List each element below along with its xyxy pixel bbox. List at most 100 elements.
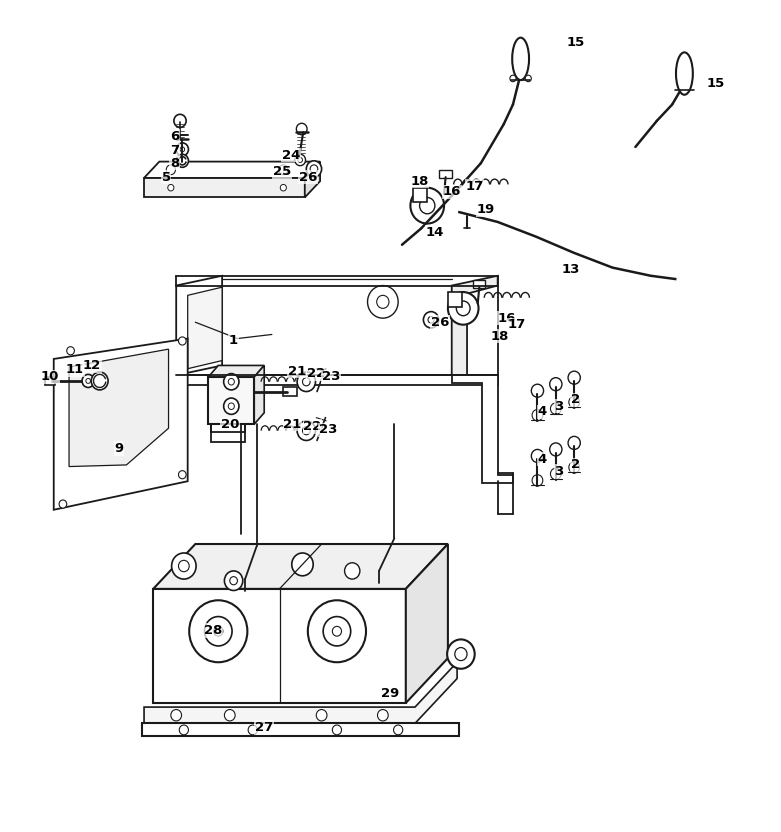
Circle shape — [179, 560, 189, 572]
Polygon shape — [177, 275, 222, 375]
Text: 27: 27 — [255, 721, 273, 734]
Circle shape — [66, 347, 74, 355]
Bar — [45, 377, 55, 385]
Text: 13: 13 — [562, 263, 580, 275]
Circle shape — [296, 123, 307, 135]
Circle shape — [569, 462, 580, 473]
Text: 23: 23 — [319, 423, 337, 436]
Bar — [284, 387, 297, 396]
Text: 4: 4 — [537, 405, 547, 418]
Text: 23: 23 — [322, 370, 340, 384]
Circle shape — [569, 396, 580, 408]
Circle shape — [333, 626, 341, 636]
Circle shape — [306, 161, 322, 177]
Text: 17: 17 — [508, 318, 526, 331]
Circle shape — [568, 436, 580, 449]
Text: 21: 21 — [288, 364, 306, 378]
Circle shape — [179, 337, 186, 345]
Polygon shape — [177, 375, 497, 442]
Circle shape — [310, 165, 318, 173]
Text: 7: 7 — [170, 144, 179, 156]
Circle shape — [298, 157, 302, 162]
Ellipse shape — [676, 52, 693, 95]
Circle shape — [280, 185, 287, 191]
Circle shape — [223, 398, 239, 414]
Circle shape — [525, 75, 531, 82]
Circle shape — [223, 374, 239, 390]
Text: 2: 2 — [571, 394, 580, 406]
Bar — [473, 280, 486, 288]
Circle shape — [294, 154, 305, 166]
Circle shape — [532, 475, 543, 486]
Polygon shape — [406, 544, 448, 703]
Circle shape — [302, 427, 310, 435]
Text: 12: 12 — [83, 359, 101, 372]
Circle shape — [91, 372, 108, 390]
Text: 16: 16 — [443, 186, 461, 198]
Circle shape — [174, 114, 186, 127]
Circle shape — [166, 165, 176, 175]
Circle shape — [550, 378, 562, 391]
Text: 6: 6 — [170, 130, 180, 143]
Circle shape — [302, 378, 310, 386]
Circle shape — [568, 371, 580, 384]
Text: 8: 8 — [170, 156, 180, 170]
Circle shape — [532, 409, 543, 421]
Circle shape — [189, 600, 248, 662]
Circle shape — [456, 301, 470, 315]
Text: 20: 20 — [220, 418, 239, 431]
Text: 26: 26 — [298, 171, 317, 184]
Text: 1: 1 — [229, 334, 238, 347]
Circle shape — [297, 372, 316, 392]
Bar — [440, 170, 451, 178]
Polygon shape — [144, 161, 320, 178]
Polygon shape — [153, 589, 406, 703]
Circle shape — [248, 725, 257, 735]
Text: 4: 4 — [537, 453, 547, 466]
Circle shape — [86, 379, 91, 384]
Circle shape — [423, 312, 439, 328]
Bar — [448, 292, 462, 307]
Circle shape — [214, 626, 223, 636]
Circle shape — [180, 725, 188, 735]
Circle shape — [279, 165, 288, 175]
Polygon shape — [187, 287, 222, 369]
Circle shape — [394, 725, 403, 735]
Circle shape — [323, 617, 351, 646]
Circle shape — [448, 292, 479, 324]
Text: 16: 16 — [497, 312, 516, 324]
Polygon shape — [144, 178, 305, 197]
Circle shape — [297, 421, 316, 440]
Circle shape — [171, 710, 181, 721]
Circle shape — [292, 553, 313, 576]
Text: 18: 18 — [410, 175, 429, 188]
Text: 5: 5 — [162, 171, 171, 184]
Polygon shape — [255, 365, 264, 424]
Circle shape — [205, 617, 232, 646]
Circle shape — [228, 403, 234, 409]
Circle shape — [316, 710, 327, 721]
Circle shape — [177, 143, 188, 156]
Text: 3: 3 — [555, 465, 564, 478]
Bar — [209, 377, 255, 424]
Text: 22: 22 — [307, 367, 326, 380]
Polygon shape — [69, 349, 169, 467]
Circle shape — [224, 710, 235, 721]
Text: 11: 11 — [66, 363, 84, 376]
Circle shape — [551, 403, 562, 414]
Text: 15: 15 — [566, 36, 585, 49]
Circle shape — [428, 316, 434, 323]
Circle shape — [377, 710, 388, 721]
Polygon shape — [209, 365, 264, 377]
Circle shape — [180, 147, 184, 151]
Circle shape — [333, 725, 341, 735]
Text: 9: 9 — [114, 442, 123, 455]
Circle shape — [224, 571, 243, 591]
Circle shape — [419, 197, 435, 214]
Polygon shape — [142, 723, 459, 735]
Bar — [413, 188, 427, 202]
Text: 24: 24 — [282, 149, 300, 161]
Circle shape — [344, 562, 360, 579]
Circle shape — [510, 75, 516, 82]
Circle shape — [410, 188, 444, 224]
